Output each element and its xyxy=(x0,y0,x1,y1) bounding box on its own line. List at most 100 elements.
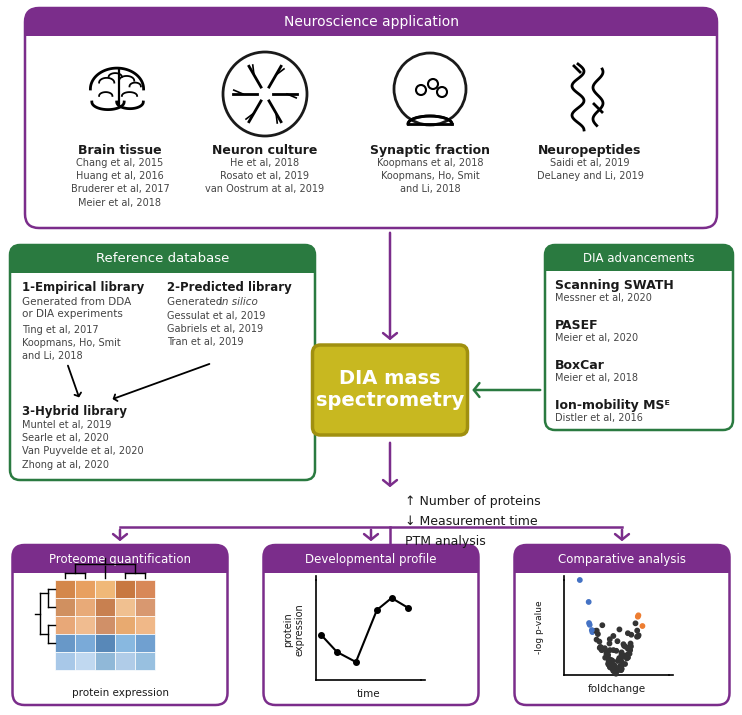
Point xyxy=(603,658,614,669)
Bar xyxy=(95,598,115,616)
FancyBboxPatch shape xyxy=(10,245,315,273)
Point xyxy=(612,655,624,666)
Text: 2-Predicted library: 2-Predicted library xyxy=(167,281,292,294)
Point xyxy=(615,664,627,676)
FancyBboxPatch shape xyxy=(25,8,717,36)
Point xyxy=(604,633,616,645)
Bar xyxy=(75,652,95,670)
Point xyxy=(632,611,644,623)
Text: He et al, 2018
Rosato et al, 2019
van Oostrum at al, 2019: He et al, 2018 Rosato et al, 2019 van Oo… xyxy=(206,158,324,194)
Point xyxy=(597,619,608,631)
Bar xyxy=(135,652,155,670)
Bar xyxy=(55,634,75,652)
Point xyxy=(591,634,603,646)
Bar xyxy=(75,580,95,598)
Text: Synaptic fraction: Synaptic fraction xyxy=(370,144,490,157)
Point xyxy=(614,623,626,635)
Point xyxy=(622,652,634,664)
Bar xyxy=(95,634,115,652)
Text: Generated: Generated xyxy=(167,297,226,307)
Point xyxy=(574,574,585,586)
Point xyxy=(606,658,618,669)
Bar xyxy=(115,598,135,616)
Point xyxy=(603,659,615,671)
Point xyxy=(626,629,637,641)
Point xyxy=(603,649,614,661)
Text: Comparative analysis: Comparative analysis xyxy=(558,553,686,566)
Text: -log p-value: -log p-value xyxy=(536,601,545,654)
Point xyxy=(631,631,643,643)
Point xyxy=(614,661,626,672)
Point xyxy=(609,664,621,675)
Point xyxy=(603,660,615,671)
Point xyxy=(606,663,618,674)
Point xyxy=(616,656,628,668)
Text: in silico: in silico xyxy=(219,297,258,307)
Bar xyxy=(13,559,228,573)
Point xyxy=(620,641,631,652)
Point xyxy=(617,638,629,650)
Bar xyxy=(95,652,115,670)
Text: Koopmans et al, 2018
Koopmans, Ho, Smit
and Li, 2018: Koopmans et al, 2018 Koopmans, Ho, Smit … xyxy=(377,158,483,194)
Point xyxy=(625,638,637,649)
Point xyxy=(605,654,617,666)
Bar xyxy=(55,580,75,598)
Bar xyxy=(55,652,75,670)
Text: Distler et al, 2016: Distler et al, 2016 xyxy=(555,413,643,423)
Point xyxy=(606,655,618,666)
Point xyxy=(592,628,604,640)
Text: Chang et al, 2015
Huang et al, 2016
Bruderer et al, 2017
Meier et al, 2018: Chang et al, 2015 Huang et al, 2016 Brud… xyxy=(70,158,169,207)
Point xyxy=(618,650,630,661)
Point xyxy=(623,641,635,653)
Bar xyxy=(55,598,75,616)
Point xyxy=(615,660,627,671)
Text: Neuroscience application: Neuroscience application xyxy=(283,15,459,29)
Text: Meier et al, 2020: Meier et al, 2020 xyxy=(555,333,638,343)
Text: Gessulat et al, 2019
Gabriels et al, 2019
Tran et al, 2019: Gessulat et al, 2019 Gabriels et al, 201… xyxy=(167,311,266,347)
Point xyxy=(621,649,633,661)
Point xyxy=(615,661,627,672)
FancyBboxPatch shape xyxy=(263,545,479,573)
Point xyxy=(604,644,616,656)
Text: Generated from DDA
or DIA experiments: Generated from DDA or DIA experiments xyxy=(22,297,131,320)
Point xyxy=(602,649,614,661)
Point xyxy=(595,641,607,653)
Text: time: time xyxy=(357,689,381,699)
Point xyxy=(594,636,605,647)
Text: Muntel et al, 2019
Searle et al, 2020
Van Puyvelde et al, 2020
Zhong at al, 2020: Muntel et al, 2019 Searle et al, 2020 Va… xyxy=(22,420,144,470)
Bar xyxy=(115,652,135,670)
Point xyxy=(591,625,603,636)
Point xyxy=(637,621,649,632)
Point xyxy=(623,648,635,659)
FancyBboxPatch shape xyxy=(25,8,717,228)
Point xyxy=(598,644,610,655)
Text: PTM analysis: PTM analysis xyxy=(405,535,486,548)
Text: Proteome quantification: Proteome quantification xyxy=(49,553,191,566)
Point xyxy=(600,649,612,660)
Bar xyxy=(75,634,95,652)
Text: Brain tissue: Brain tissue xyxy=(78,144,162,157)
Text: Messner et al, 2020: Messner et al, 2020 xyxy=(555,293,652,303)
Bar xyxy=(135,598,155,616)
Bar xyxy=(545,258,733,271)
Point xyxy=(586,624,598,636)
Bar xyxy=(514,559,729,573)
Text: BoxCar: BoxCar xyxy=(555,359,605,372)
Point xyxy=(606,661,618,672)
Point xyxy=(583,617,595,628)
Point xyxy=(631,625,643,636)
Point xyxy=(603,656,614,667)
Text: Meier et al, 2018: Meier et al, 2018 xyxy=(555,373,638,383)
Point xyxy=(621,653,633,664)
Point xyxy=(601,646,613,657)
Text: Reference database: Reference database xyxy=(96,252,229,265)
Text: ↑ Number of proteins: ↑ Number of proteins xyxy=(405,495,541,508)
Text: Developmental profile: Developmental profile xyxy=(305,553,437,566)
Point xyxy=(584,619,596,631)
Text: Ion-mobility MSᴱ: Ion-mobility MSᴱ xyxy=(555,399,670,412)
Point xyxy=(632,631,644,642)
Text: Saidi et al, 2019
DeLaney and Li, 2019: Saidi et al, 2019 DeLaney and Li, 2019 xyxy=(536,158,643,181)
Text: Ting et al, 2017
Koopmans, Ho, Smit
and Li, 2018: Ting et al, 2017 Koopmans, Ho, Smit and … xyxy=(22,325,121,361)
Point xyxy=(615,664,627,676)
FancyBboxPatch shape xyxy=(514,545,729,573)
